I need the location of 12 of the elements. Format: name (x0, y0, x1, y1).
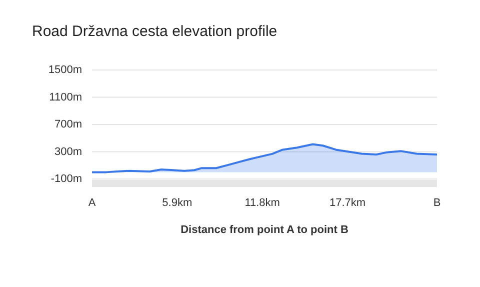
y-tick-label: 700m (54, 118, 82, 130)
x-tick-label: A (88, 197, 96, 209)
y-tick-label: 1100m (49, 91, 82, 104)
y-tick-label: -100m (50, 173, 82, 185)
y-tick-label: 300m (54, 146, 82, 158)
x-tick-label: B (433, 197, 441, 209)
y-tick-label: 1500m (48, 64, 82, 76)
x-tick-label: 17.7km (329, 197, 366, 209)
x-tick-label: 5.9km (162, 197, 192, 209)
x-axis-title: Distance from point A to point B (180, 224, 348, 236)
chart-title: Road Državna cesta elevation profile (32, 23, 278, 40)
x-tick-label: 11.8km (244, 197, 280, 209)
